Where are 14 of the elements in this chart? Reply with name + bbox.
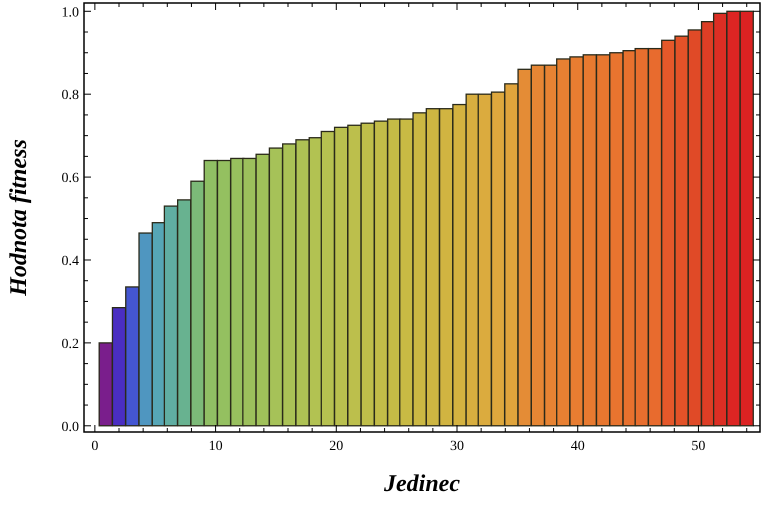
x-tick-label: 20 <box>329 439 344 454</box>
x-tick-label: 50 <box>691 439 706 454</box>
x-axis-title: Jedinec <box>383 471 460 497</box>
y-tick-label: 0.2 <box>62 336 79 352</box>
x-tick-label: 0 <box>91 439 98 454</box>
y-tick-label: 0.4 <box>62 254 79 269</box>
y-tick-label: 0.6 <box>62 171 79 186</box>
x-tick-label: 10 <box>208 439 223 454</box>
x-tick-label: 30 <box>450 439 464 454</box>
y-tick-label: 0.0 <box>62 420 79 435</box>
y-tick-label: 0.8 <box>62 88 79 104</box>
y-axis-title: Hodnota fitness <box>6 139 32 297</box>
y-tick-label: 1.0 <box>62 5 79 20</box>
x-tick-label: 40 <box>570 439 585 454</box>
